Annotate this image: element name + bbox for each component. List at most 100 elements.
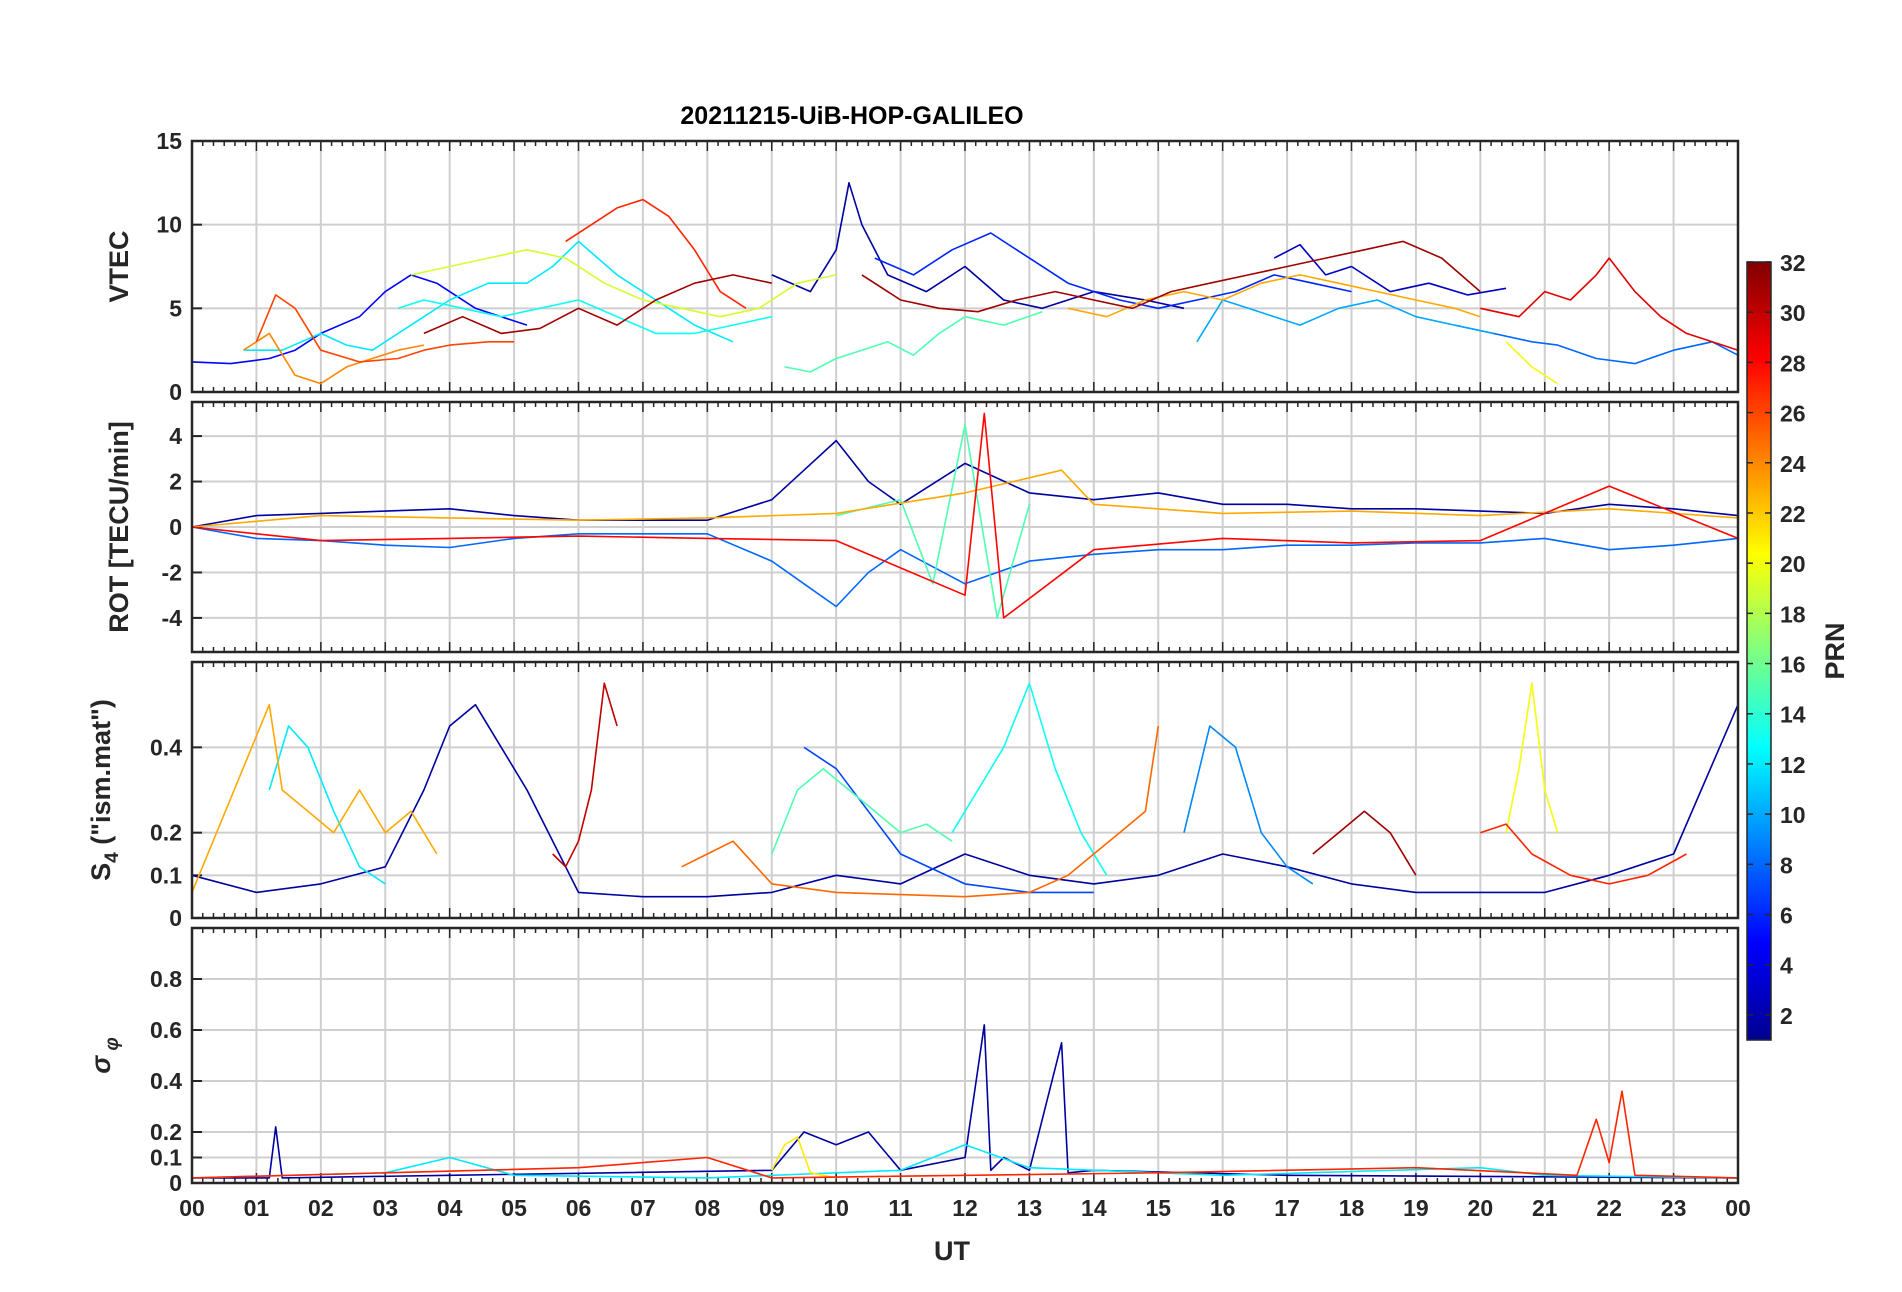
x-tick-label: 04 xyxy=(437,1195,463,1221)
x-tick-label: 10 xyxy=(823,1195,849,1221)
y-tick-label: -4 xyxy=(162,605,183,631)
y-tick-label: 2 xyxy=(169,469,182,495)
y-tick-label: 0.6 xyxy=(150,1017,182,1043)
colorbar-tick-label: 18 xyxy=(1780,601,1806,627)
series-prn-23 xyxy=(191,703,438,893)
colorbar-tick-label: 12 xyxy=(1780,752,1806,778)
panel-rot: -4 -2 0 2 4 ROT [TECU/min] xyxy=(104,400,1740,654)
y-axis-label: S4 ("ism.mat") xyxy=(86,699,123,881)
x-axis-label: UT xyxy=(934,1236,970,1266)
y-tick-label: 0.4 xyxy=(150,734,182,760)
series-prn-10 xyxy=(1196,299,1494,343)
axes-box xyxy=(190,400,1740,654)
series-prn-23 xyxy=(1067,274,1481,318)
colorbar-tick-label: 30 xyxy=(1780,300,1806,326)
x-tick-label: 06 xyxy=(566,1195,592,1221)
series-prn-30 xyxy=(552,682,618,868)
series-prn-26 xyxy=(255,294,515,363)
series-prn-8 xyxy=(191,526,1739,608)
series-prn-27 xyxy=(191,1090,1739,1179)
y-tick-label: 4 xyxy=(169,423,182,449)
series-prn-12 xyxy=(268,725,386,885)
colorbar-tick-label: 20 xyxy=(1780,551,1806,577)
x-tick-label: 03 xyxy=(372,1195,398,1221)
y-tick-label: 0 xyxy=(169,1170,182,1196)
x-tick-label: 19 xyxy=(1403,1195,1429,1221)
series-prn-7 xyxy=(803,746,1094,894)
series-prn-9 xyxy=(1183,725,1314,885)
chart-title: 20211215-UiB-HOP-GALILEO xyxy=(680,102,1023,130)
series-prn-15 xyxy=(771,767,953,855)
y-axis-label: VTEC xyxy=(104,230,134,302)
series-prn-28 xyxy=(191,412,1739,619)
x-tick-label: 05 xyxy=(501,1195,527,1221)
y-tick-label: 10 xyxy=(156,212,182,238)
series-prn-27 xyxy=(565,198,747,309)
series-prn-15 xyxy=(784,310,1043,373)
series-prn-6 xyxy=(874,232,1352,310)
y-tick-label: 0 xyxy=(169,905,182,931)
colorbar-label: PRN xyxy=(1820,622,1850,679)
series-prn-12 xyxy=(191,1144,1739,1179)
x-tick-label: 11 xyxy=(888,1195,913,1221)
x-tick-label: 21 xyxy=(1532,1195,1558,1221)
x-tick-label: 15 xyxy=(1145,1195,1171,1221)
series-prn-31 xyxy=(861,240,1481,313)
series-prn-2 xyxy=(191,439,1739,528)
colorbar-tick-label: 16 xyxy=(1780,652,1806,678)
y-tick-label: -2 xyxy=(162,559,182,585)
series-prn-2 xyxy=(771,182,1185,310)
y-tick-label: 5 xyxy=(169,295,182,321)
axes-box xyxy=(190,139,1740,394)
colorbar-tick-label: 2 xyxy=(1780,1003,1793,1029)
series-prn-31 xyxy=(423,274,772,335)
series-prn-29 xyxy=(1480,257,1739,351)
series-prn-3 xyxy=(1273,243,1507,296)
x-tick-label: 23 xyxy=(1661,1195,1687,1221)
x-tick-label: 13 xyxy=(1017,1195,1043,1221)
series-prn-2 xyxy=(191,703,1739,898)
x-tick-label: 07 xyxy=(630,1195,656,1221)
axes-box xyxy=(190,926,1740,1185)
series-prn-31 xyxy=(1312,810,1417,876)
colorbar-tick-label: 32 xyxy=(1780,250,1806,276)
series-prn-25 xyxy=(681,725,1160,898)
x-tick-label: 20 xyxy=(1468,1195,1494,1221)
colorbar-tick-label: 28 xyxy=(1780,350,1806,376)
y-tick-label: 0.4 xyxy=(150,1068,182,1094)
colorbar-gradient xyxy=(1746,261,1772,1041)
x-tick-label: 14 xyxy=(1081,1195,1107,1221)
y-tick-label: 0.2 xyxy=(150,1119,182,1145)
panel-sigma: 00.10.2 0.4 0.6 0.8 σ φ xyxy=(86,926,1740,1196)
colorbar-tick-label: 14 xyxy=(1780,702,1806,728)
colorbar-tick-label: 24 xyxy=(1780,451,1806,477)
x-tick-label: 22 xyxy=(1596,1195,1622,1221)
y-tick-label: 0 xyxy=(169,514,182,540)
series-prn-13 xyxy=(397,299,772,335)
x-tick-label: 08 xyxy=(695,1195,721,1221)
series-prn-20 xyxy=(1505,682,1559,833)
y-axis-label: ROT [TECU/min] xyxy=(104,421,134,632)
axes-box xyxy=(190,660,1740,920)
x-tick-label: 16 xyxy=(1210,1195,1236,1221)
x-tick-label: 18 xyxy=(1339,1195,1365,1221)
x-tick-label: 00 xyxy=(1725,1195,1751,1221)
x-tick-label: 12 xyxy=(952,1195,978,1221)
series-prn-12 xyxy=(243,240,734,352)
y-tick-label: 0 xyxy=(169,379,182,405)
series-prn-23 xyxy=(191,469,1739,528)
y-tick-label: 0.2 xyxy=(150,820,182,846)
colorbar-tick-label: 10 xyxy=(1780,802,1806,828)
x-tick-label: 09 xyxy=(759,1195,785,1221)
y-tick-label: 0.1 xyxy=(150,1145,182,1171)
panel-vtec: 0 5 10 15 VTEC xyxy=(104,128,1740,405)
series-prn-2 xyxy=(192,1024,1739,1179)
panel-s4: 0 0.1 0.2 0.4 S4 ("ism.mat") xyxy=(86,660,1740,931)
series-prn-24 xyxy=(243,332,425,385)
series-prn-20 xyxy=(1505,341,1559,385)
colorbar-tick-label: 22 xyxy=(1780,501,1806,527)
series-prn-5 xyxy=(191,274,528,365)
colorbar-tick-label: 8 xyxy=(1780,852,1793,878)
